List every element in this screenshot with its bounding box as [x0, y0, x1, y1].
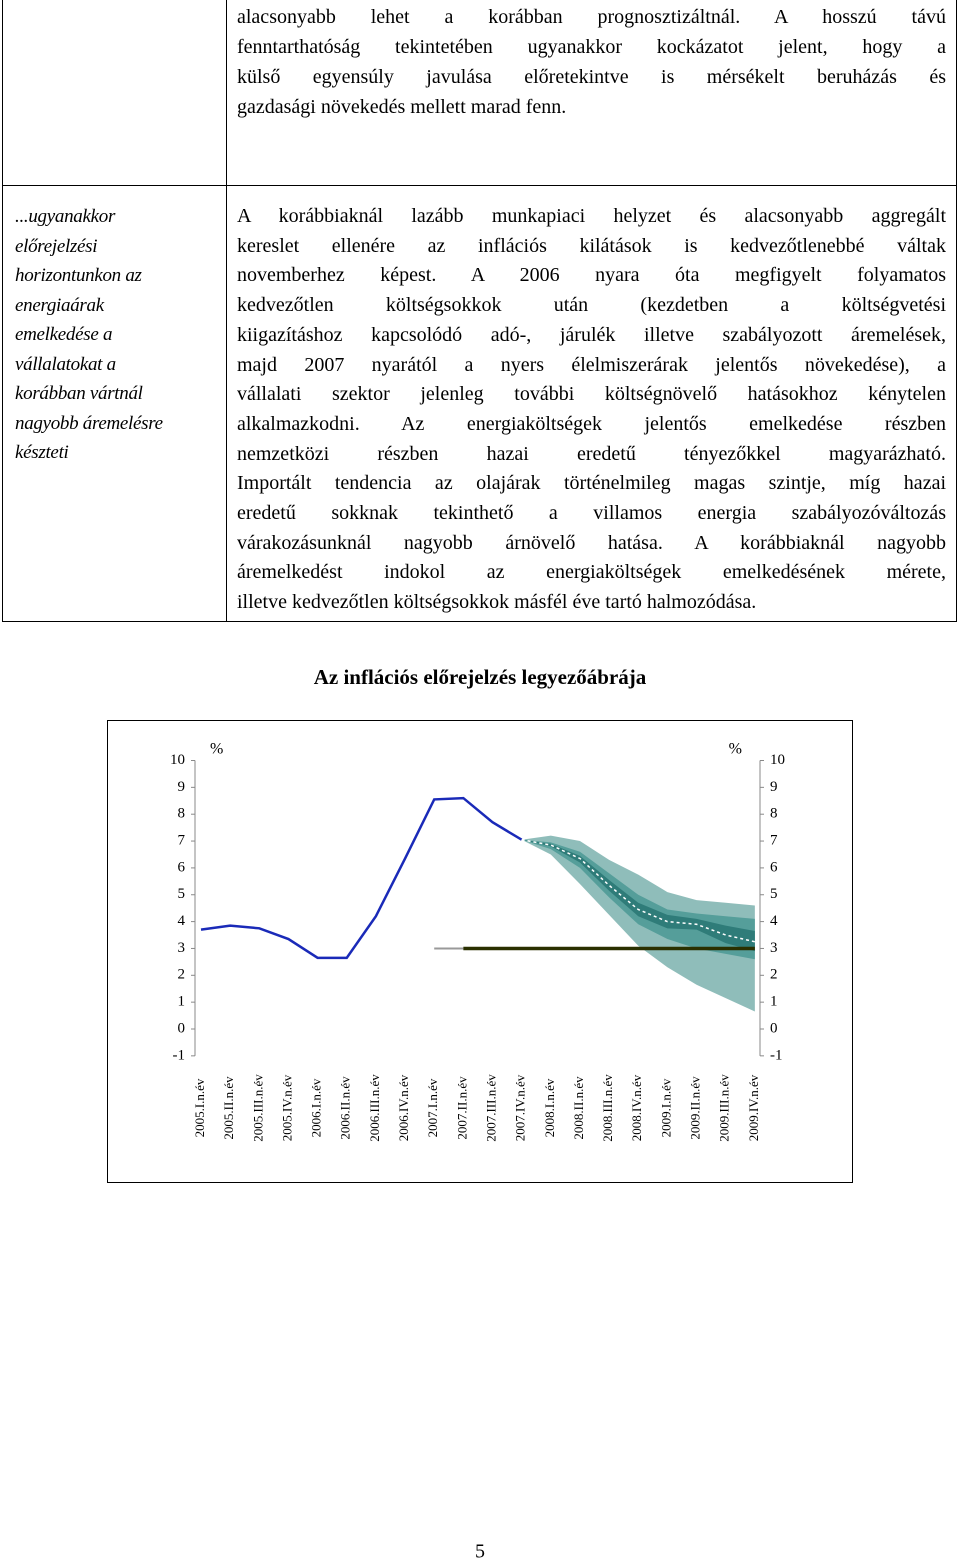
- y-tick-label: 9: [178, 779, 186, 795]
- y-tick-label: 10: [170, 752, 185, 768]
- x-tick-label: 2008.II.n.év: [571, 1076, 586, 1140]
- text-line: Importált tendencia az olajárak történel…: [237, 472, 946, 495]
- y2-tick-label: 8: [770, 806, 778, 822]
- text-line: illetve kedvezőtlen költségsokkok másfél…: [237, 591, 757, 614]
- y2-tick-label: 7: [770, 832, 778, 848]
- y2-tick-label: 4: [770, 913, 778, 929]
- x-tick-label: 2007.III.n.év: [483, 1074, 498, 1142]
- text-line: ...ugyanakkor: [15, 206, 116, 227]
- fan-band: [521, 839, 755, 952]
- y-tick-label: 3: [178, 940, 186, 956]
- x-tick-label: 2009.IV.n.év: [746, 1074, 761, 1141]
- x-tick-label: 2008.III.n.év: [600, 1074, 615, 1142]
- text-line: A korábbiaknál lazább munkapiaci helyzet…: [237, 205, 946, 227]
- column-divider: [226, 0, 227, 622]
- text-line: külső egyensúly javulása előretekintve i…: [237, 66, 946, 88]
- x-tick-label: 2006.II.n.év: [338, 1076, 353, 1140]
- chart-title: Az inflációs előrejelzés legyezőábrája: [314, 665, 647, 689]
- y2-tick-label: 3: [770, 940, 778, 956]
- text-line: előrejelzési: [15, 235, 98, 257]
- table: [2, 0, 957, 622]
- y-tick-label: 2: [178, 967, 186, 983]
- y-tick-label: 8: [178, 806, 186, 822]
- text-line: majd 2007 nyarától a nyers élelmiszerára…: [237, 353, 946, 376]
- y-tick-label: 1: [178, 994, 186, 1010]
- y2-tick-label: 6: [770, 859, 778, 875]
- text-line: áremelkedést indokol az energiaköltségek…: [237, 561, 946, 584]
- y-tick-label: 0: [178, 1020, 186, 1036]
- x-tick-label: 2007.I.n.év: [425, 1078, 440, 1137]
- x-tick-label: 2009.I.n.év: [658, 1078, 673, 1137]
- x-tick-label: 2006.I.n.év: [309, 1078, 324, 1137]
- x-tick-label: 2005.III.n.év: [250, 1074, 265, 1142]
- row-divider: [2, 185, 957, 186]
- text-line: energiaárak: [15, 294, 104, 316]
- x-tick-label: 2006.III.n.év: [367, 1074, 382, 1142]
- text-line: nemzetközi részben hazai eredetű tényező…: [237, 442, 946, 465]
- text-line: novemberhez képest. A 2006 nyara óta meg…: [237, 264, 946, 287]
- text-line: kiigazításhoz kapcsolódó adó-, járulék i…: [237, 323, 946, 346]
- text-line: készteti: [15, 442, 69, 463]
- text-line: gazdasági növekedés mellett marad fenn.: [237, 96, 567, 118]
- y2-tick-label: -1: [770, 1047, 783, 1063]
- x-tick-label: 2008.IV.n.év: [629, 1074, 644, 1141]
- y2-tick-label: 2: [770, 967, 778, 983]
- text-line: kedvezőtlen költségsokkok után (kezdetbe…: [237, 294, 946, 317]
- series-line: [200, 796, 523, 960]
- x-tick-label: 2008.I.n.év: [542, 1078, 557, 1137]
- series-line: [521, 838, 756, 943]
- text-line: alkalmazkodni. Az energiaköltségek jelen…: [237, 412, 946, 435]
- y2-tick-label: 10: [770, 752, 785, 768]
- x-tick-label: 2009.II.n.év: [688, 1076, 703, 1140]
- y-tick-label: 4: [178, 913, 186, 929]
- y-tick-label: -1: [173, 1047, 186, 1063]
- y2-tick-label: 1: [770, 994, 778, 1010]
- x-tick-label: 2005.I.n.év: [192, 1078, 207, 1137]
- x-tick-label: 2007.IV.n.év: [513, 1074, 528, 1141]
- text-line: vállalati szektor jelenleg további költs…: [237, 383, 946, 406]
- text-line: várakozásunknál nagyobb árnövelő hatása.…: [237, 531, 946, 554]
- y2-tick-label: 5: [770, 886, 778, 902]
- y2-tick-label: 0: [770, 1020, 778, 1036]
- x-tick-label: 2009.III.n.év: [717, 1074, 732, 1142]
- chart-frame: [107, 720, 853, 1183]
- y2-tick-label: 9: [770, 779, 778, 795]
- y2-axis-label: %: [729, 741, 742, 758]
- x-tick-label: 2006.IV.n.év: [396, 1074, 411, 1141]
- text-line: eredetű sokknak tekinthető a villamos en…: [237, 502, 946, 524]
- x-tick-label: 2005.IV.n.év: [279, 1074, 294, 1141]
- text-line: horizontunkon az: [15, 265, 142, 286]
- y-tick-label: 6: [178, 859, 186, 875]
- text-line: alacsonyabb lehet a korábban prognosztiz…: [237, 6, 946, 28]
- text-line: emelkedése a: [15, 324, 113, 345]
- x-tick-label: 2005.II.n.év: [221, 1076, 236, 1140]
- text-line: korábban vártnál: [15, 383, 143, 404]
- y-axis-label: %: [210, 741, 223, 758]
- y-tick-label: 5: [178, 886, 186, 902]
- text-line: vállalatokat a: [15, 353, 116, 375]
- x-tick-label: 2007.II.n.év: [454, 1076, 469, 1140]
- page-number: 5: [475, 1541, 485, 1563]
- text-line: fenntarthatóság tekintetében ugyanakkor …: [237, 36, 946, 58]
- text-line: kereslet ellenére az inflációs kilátások…: [237, 234, 946, 257]
- y-tick-label: 7: [178, 832, 186, 848]
- text-line: nagyobb áremelésre: [15, 412, 163, 434]
